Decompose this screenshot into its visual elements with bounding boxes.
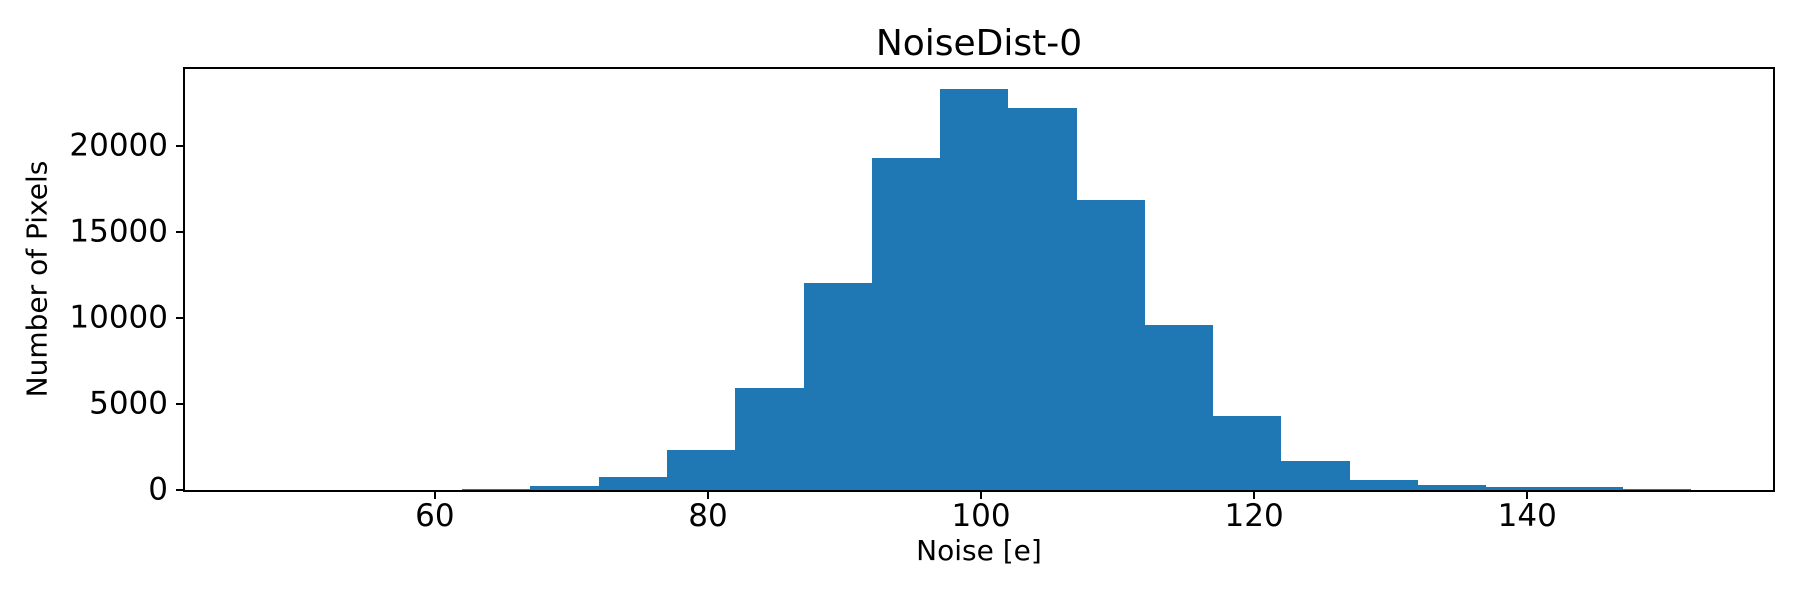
x-tick-mark [706, 492, 709, 499]
plot-area [183, 67, 1775, 492]
y-tick-label: 10000 [69, 299, 168, 336]
x-tick-mark [1253, 492, 1256, 499]
histogram-bar [530, 485, 599, 490]
histogram-bar [1213, 415, 1282, 490]
y-tick-label: 5000 [89, 385, 168, 422]
y-tick-mark [176, 403, 183, 405]
y-tick-mark [176, 317, 183, 320]
histogram-bar [1144, 324, 1214, 490]
histogram-bar [803, 283, 872, 490]
histogram-bar [1554, 487, 1623, 490]
y-tick-mark [176, 145, 183, 148]
chart-title: NoiseDist-0 [875, 23, 1083, 64]
histogram-bar [940, 89, 1009, 490]
histogram-bar [1076, 200, 1145, 490]
y-axis-ticks: 0 5000 10000 15000 20000 [0, 69, 183, 505]
x-tick-label: 60 [415, 498, 455, 534]
histogram-bar [1349, 479, 1418, 490]
histogram-bar [735, 388, 804, 490]
x-tick-mark [980, 492, 983, 499]
histogram-bar [1008, 107, 1077, 490]
histogram-bar [1486, 487, 1555, 490]
y-axis-label: Number of Pixels [20, 160, 54, 398]
x-tick-label: 100 [951, 498, 1011, 534]
x-tick-mark [433, 492, 436, 499]
x-axis-label: Noise [e] [916, 534, 1042, 567]
histogram-bar [1622, 488, 1692, 490]
y-tick-label: 0 [148, 471, 168, 508]
histogram-bar [462, 488, 531, 490]
x-tick-label: 140 [1497, 498, 1557, 534]
x-tick-mark [1526, 492, 1529, 499]
x-tick-label: 120 [1224, 498, 1284, 534]
histogram-bar [1417, 485, 1487, 490]
histogram-bar [871, 157, 941, 490]
histogram-bars [185, 69, 1773, 490]
histogram-bar [598, 476, 667, 490]
y-tick-label: 20000 [69, 127, 168, 164]
histogram-bar [666, 450, 736, 490]
histogram-bar [1281, 460, 1350, 490]
x-tick-label: 80 [688, 498, 728, 534]
y-tick-mark [176, 489, 183, 491]
x-axis-ticks: 60 80 100 120 140 [185, 492, 1773, 562]
y-tick-label: 15000 [69, 213, 168, 250]
y-tick-mark [176, 231, 183, 234]
